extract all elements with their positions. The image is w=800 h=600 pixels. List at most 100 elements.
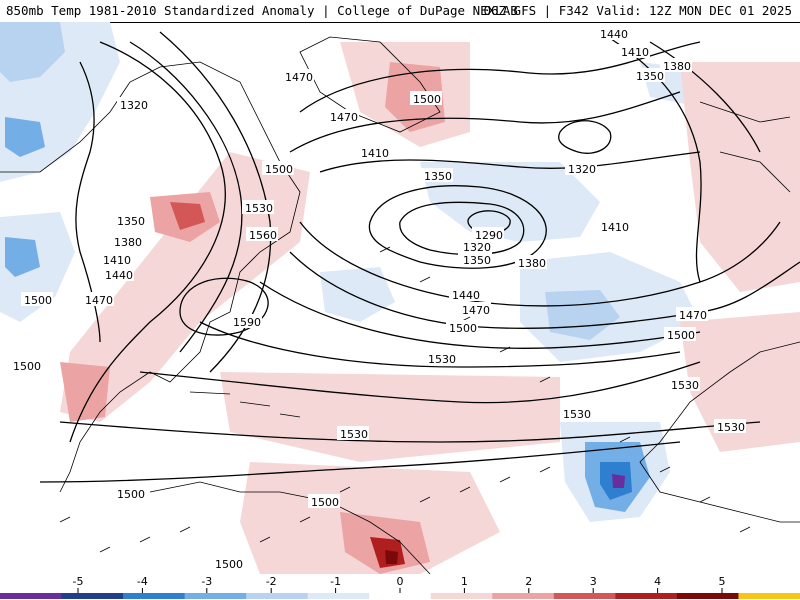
contour-label: 1410 (103, 254, 131, 267)
contour-line (159, 31, 272, 373)
anomaly-shading (0, 22, 800, 574)
contour-label: 1500 (311, 496, 339, 509)
colorbar-swatch (738, 593, 800, 599)
contour-line (129, 41, 243, 353)
contour-line (259, 281, 701, 349)
contour-line (558, 120, 612, 154)
africa-coast (639, 341, 800, 523)
contour-label: 1500 (449, 322, 477, 335)
colorbar-swatch (369, 593, 432, 599)
colorbar-ticks: -5 -4 -3 -2 -1 0 1 2 3 4 5 (73, 575, 726, 593)
warm-anomaly-area (385, 550, 398, 564)
colorbar-tick-label: -2 (266, 575, 277, 588)
warm-anomaly-area (170, 202, 205, 230)
colorbar-tick-label: -4 (137, 575, 148, 588)
contour-line (368, 185, 547, 269)
colorbar-tick-label: -5 (73, 575, 84, 588)
colorbar-swatch (615, 593, 678, 599)
warm-anomaly-area (680, 312, 800, 452)
contour-label: 1470 (462, 304, 490, 317)
cold-anomaly-area (5, 237, 40, 277)
contour-label: 1320 (463, 241, 491, 254)
contour-label: 1380 (518, 257, 546, 270)
contour-line (59, 421, 761, 443)
colorbar-swatch (246, 593, 309, 599)
north-america-coast (0, 61, 301, 493)
map-title: 850mb Temp 1981-2010 Standardized Anomal… (6, 3, 518, 18)
colorbar-tick-label: -3 (201, 575, 212, 588)
contour-line (179, 277, 269, 336)
contour-label: 1470 (85, 294, 113, 307)
colorbar-swatch (492, 593, 555, 599)
colorbar-swatch (676, 593, 739, 599)
contour-line (199, 321, 681, 368)
colorbar-tick-label: 3 (590, 575, 597, 588)
colorbar-tick-label: 1 (461, 575, 468, 588)
contour-line (299, 221, 781, 307)
contour-label: 1290 (475, 229, 503, 242)
colorbar-tick-label: 4 (654, 575, 661, 588)
greenland-coast (299, 36, 441, 133)
contour-label: 1500 (667, 329, 695, 342)
contour-label: 1560 (249, 229, 277, 242)
contour-label: 1350 (463, 254, 491, 267)
colorbar-tick-label: 2 (525, 575, 532, 588)
anomaly-map: 1440 1410 1380 1350 1320 1470 1500 1470 … (0, 22, 800, 574)
contour-label: 1470 (330, 111, 358, 124)
caribbean-islands (189, 391, 301, 418)
colorbar-swatch (184, 593, 247, 599)
cold-anomaly-area (5, 117, 45, 157)
cold-anomaly-area (320, 267, 395, 322)
contour-label: 1500 (13, 360, 41, 373)
model-run-info: 06Z GFS | F342 Valid: 12Z MON DEC 01 202… (483, 3, 792, 18)
contour-label: 1410 (601, 221, 629, 234)
contour-label: 1530 (717, 421, 745, 434)
contour-line (139, 361, 701, 404)
contour-label: 1320 (568, 163, 596, 176)
contour-line (289, 251, 800, 329)
colorbar-swatch (553, 593, 616, 599)
contour-line (289, 91, 681, 153)
warm-anomaly-area (220, 372, 560, 462)
contour-label: 1410 (361, 147, 389, 160)
contour-label: 1440 (600, 28, 628, 41)
contour-line (599, 31, 702, 283)
coastlines (0, 36, 800, 574)
contour-label: 1500 (117, 488, 145, 501)
colorbar-swatch (307, 593, 370, 599)
contour-line (39, 441, 681, 483)
anomaly-colorbar: -5 -4 -3 -2 -1 0 1 2 3 4 5 (0, 575, 800, 599)
contour-label: 1380 (663, 60, 691, 73)
colorbar-bar (0, 593, 800, 599)
colorbar-tick-label: -1 (330, 575, 341, 588)
colorbar-tick-label: 0 (397, 575, 404, 588)
south-america-coast (149, 481, 431, 574)
contour-label: 1470 (679, 309, 707, 322)
contour-label: 1500 (413, 93, 441, 106)
contour-line (319, 151, 701, 173)
contour-label: 1500 (24, 294, 52, 307)
colorbar-swatch (61, 593, 124, 599)
contour-label: 1440 (452, 289, 480, 302)
contour-label: 1350 (424, 170, 452, 183)
contour-label: 1410 (621, 46, 649, 59)
europe-coast (699, 101, 791, 193)
contour-label: 1500 (215, 558, 243, 571)
contour-label: 1380 (114, 236, 142, 249)
warm-anomaly-area (60, 362, 110, 422)
colorbar-tick-label: 5 (719, 575, 726, 588)
contour-label: 1530 (671, 379, 699, 392)
contour-label: 1440 (105, 269, 133, 282)
contour-label: 1530 (428, 353, 456, 366)
contour-label: 1590 (233, 316, 261, 329)
contour-label: 1350 (636, 70, 664, 83)
contour-labels: 1440 1410 1380 1350 1320 1470 1500 1470 … (10, 26, 746, 571)
title-bar: 850mb Temp 1981-2010 Standardized Anomal… (0, 0, 800, 23)
contour-label: 1320 (120, 99, 148, 112)
colorbar-swatch (0, 593, 63, 599)
contour-label: 1530 (563, 408, 591, 421)
contour-line (69, 41, 226, 443)
contour-label: 1470 (285, 71, 313, 84)
cold-anomaly-area (0, 22, 65, 82)
cold-anomaly-area (612, 474, 625, 488)
